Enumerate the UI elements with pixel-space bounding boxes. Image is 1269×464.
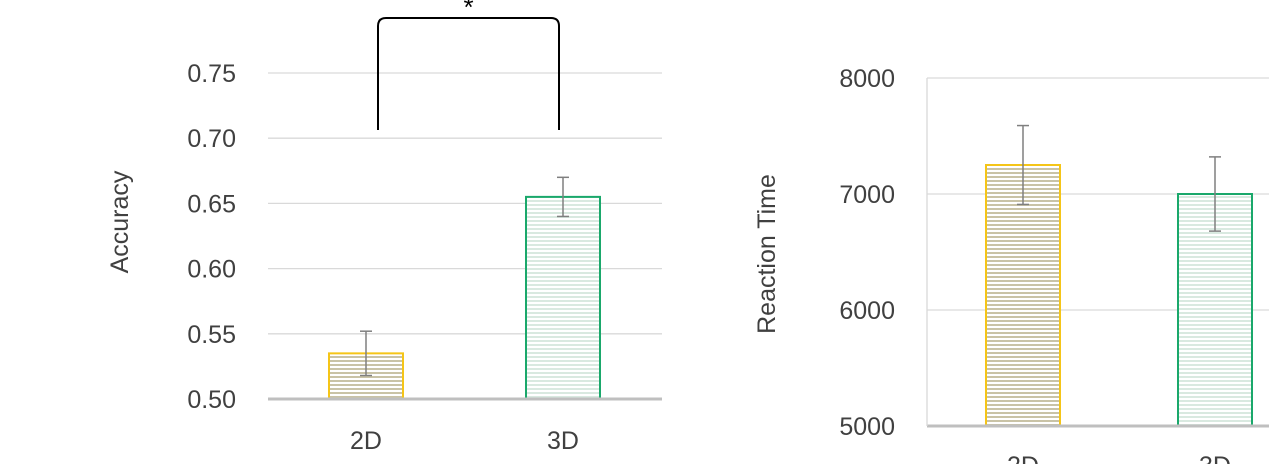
- accuracy-y-axis-label: Accuracy: [106, 170, 134, 273]
- x-category-label: 3D: [547, 427, 579, 455]
- y-tick-label: 0.60: [187, 256, 236, 284]
- reaction-time-y-axis-label: Reaction Time: [753, 174, 781, 334]
- significance-bracket: [377, 17, 560, 130]
- y-tick-label: 0.55: [187, 321, 236, 349]
- y-tick-label: 0.50: [187, 386, 236, 414]
- reaction-time-chart: Reaction Time 5000 6000 7000 8000 2D 3D: [753, 65, 1269, 464]
- bar-3d: [525, 195, 601, 400]
- x-category-label: 3D: [1199, 452, 1231, 464]
- y-tick-label: 0.70: [187, 125, 236, 153]
- y-tick-label: 7000: [839, 181, 895, 209]
- significance-marker: *: [463, 0, 473, 22]
- accuracy-chart: Accuracy 0.50 0.55 0.60 0.65 0.70 0.75 2D 3D *: [106, 0, 662, 455]
- x-category-label: 2D: [1007, 452, 1039, 464]
- y-tick-label: 0.75: [187, 60, 236, 88]
- y-tick-label: 8000: [839, 65, 895, 93]
- x-category-label: 2D: [350, 427, 382, 455]
- y-tick-label: 0.65: [187, 190, 236, 218]
- y-tick-label: 6000: [839, 297, 895, 325]
- bar-2d: [985, 164, 1061, 427]
- y-tick-label: 5000: [839, 413, 895, 441]
